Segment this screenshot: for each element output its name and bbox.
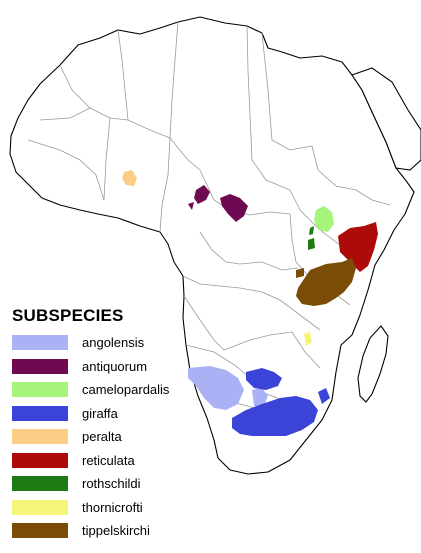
legend-label-peralta: peralta: [82, 429, 122, 445]
legend-label-giraffa: giraffa: [82, 405, 118, 421]
range-regions: [122, 170, 378, 436]
legend: SUBSPECIES angolensis antiquorum camelop…: [12, 305, 172, 543]
giraffa-range-south: [232, 396, 318, 436]
antiquorum-range-north: [188, 202, 194, 210]
legend-swatch-peralta: [12, 429, 68, 445]
legend-label-camelopardalis: camelopardalis: [82, 382, 170, 398]
thornicrofti-range: [304, 332, 312, 346]
legend-swatch-thornicrofti: [12, 499, 68, 515]
legend-item-rothschildi: rothschildi: [12, 472, 172, 496]
legend-label-antiquorum: antiquorum: [82, 358, 148, 374]
legend-swatch-giraffa: [12, 405, 68, 421]
arabia-fragment: [351, 67, 421, 171]
legend-label-angolensis: angolensis: [82, 335, 145, 351]
legend-item-antiquorum: antiquorum: [12, 355, 172, 379]
legend-swatch-antiquorum: [12, 358, 68, 374]
antiquorum-range-east: [220, 194, 248, 222]
africa-outline: [9, 16, 421, 475]
tippelskirchi-range: [296, 258, 356, 306]
reticulata-range: [338, 222, 378, 272]
legend-item-giraffa: giraffa: [12, 402, 172, 426]
legend-swatch-tippelskirchi: [12, 523, 68, 539]
legend-label-rothschildi: rothschildi: [82, 476, 141, 492]
legend-swatch-rothschildi: [12, 476, 68, 492]
legend-label-tippelskirchi: tippelskirchi: [82, 523, 150, 539]
legend-swatch-reticulata: [12, 452, 68, 468]
rothschildi-range: [308, 238, 315, 250]
legend-label-reticulata: reticulata: [82, 452, 135, 468]
angolensis-range: [188, 366, 244, 410]
legend-title: SUBSPECIES: [12, 306, 124, 325]
legend-item-angolensis: angolensis: [12, 331, 172, 355]
legend-label-thornicrofti: thornicrofti: [82, 499, 143, 515]
camelopardalis-range: [314, 206, 334, 232]
giraffa-range-east: [318, 388, 330, 404]
legend-item-reticulata: reticulata: [12, 449, 172, 473]
legend-swatch-camelopardalis: [12, 382, 68, 398]
legend-swatch-angolensis: [12, 335, 68, 351]
angolensis-range-east: [252, 388, 268, 406]
legend-item-camelopardalis: camelopardalis: [12, 378, 172, 402]
country-borders: [27, 21, 391, 411]
legend-item-thornicrofti: thornicrofti: [12, 496, 172, 520]
rothschildi-range-north: [309, 226, 314, 235]
antiquorum-range-west: [194, 185, 210, 204]
legend-item-tippelskirchi: tippelskirchi: [12, 519, 172, 543]
legend-item-peralta: peralta: [12, 425, 172, 449]
tippelskirchi-range-north: [296, 268, 304, 278]
giraffa-range-north: [246, 368, 282, 390]
madagascar: [357, 325, 389, 403]
peralta-range: [122, 170, 137, 186]
continent-outline: [9, 16, 415, 475]
